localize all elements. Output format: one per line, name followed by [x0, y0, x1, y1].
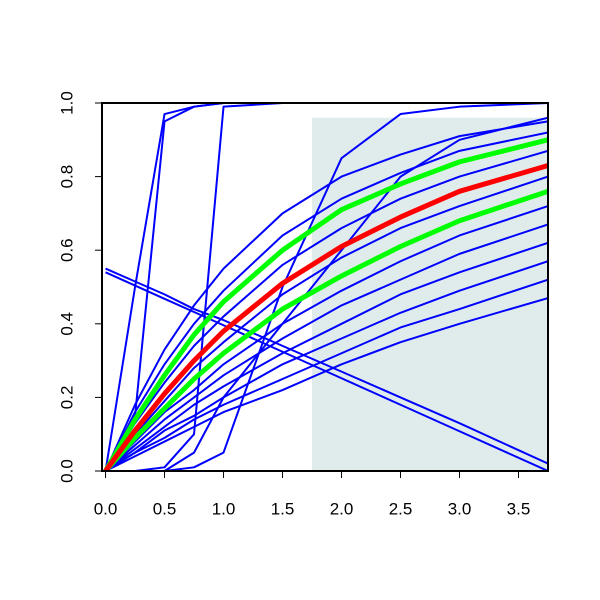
series-line — [105, 271, 548, 471]
series-line — [104, 120, 548, 471]
x-tick-label: 0.0 — [94, 499, 118, 518]
y-tick-label: 0.6 — [57, 238, 76, 262]
y-tick-label: 0.2 — [57, 386, 76, 410]
series-line — [105, 260, 548, 471]
y-tick-label: 0.0 — [57, 459, 76, 483]
series-line — [105, 297, 548, 471]
series-line — [105, 102, 548, 471]
y-tick-label: 0.8 — [57, 165, 76, 189]
series-line — [104, 175, 548, 471]
series-line — [103, 163, 548, 471]
series-line — [104, 223, 548, 471]
series-line — [104, 205, 548, 471]
series-line — [104, 131, 548, 471]
x-tick-label: 3.0 — [448, 499, 472, 518]
y-tick-label: 0.4 — [57, 312, 76, 336]
plot-box — [101, 102, 549, 472]
y-tick-label: 1.0 — [57, 91, 76, 115]
x-tick-label: 2.5 — [389, 499, 413, 518]
x-tick-label: 1.0 — [212, 499, 236, 518]
x-tick-label: 0.5 — [153, 499, 177, 518]
series-line — [103, 188, 548, 471]
x-tick-label: 2.0 — [330, 499, 354, 518]
series-line — [105, 278, 548, 471]
series-line — [104, 149, 548, 471]
x-tick-label: 1.5 — [271, 499, 295, 518]
series-line — [103, 137, 548, 471]
series-line — [105, 116, 548, 471]
x-tick-label: 3.5 — [507, 499, 531, 518]
